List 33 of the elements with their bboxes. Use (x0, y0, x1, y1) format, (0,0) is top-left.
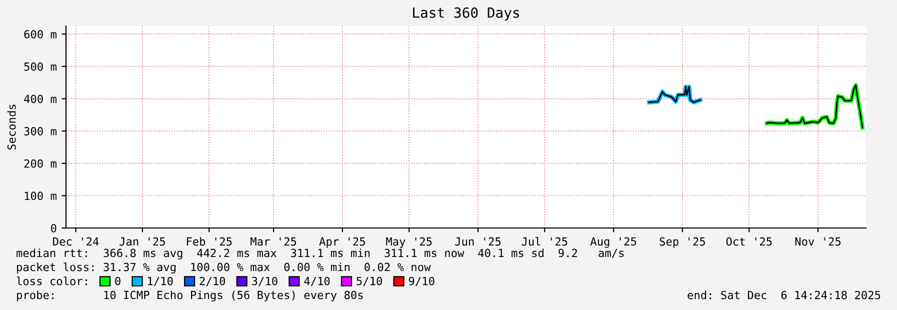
legend-label: 0 (115, 276, 120, 286)
y-tick-label: 300 m (24, 127, 56, 136)
y-tick-label: 600 m (24, 30, 56, 38)
x-tick-label: Oct '25 (726, 237, 772, 246)
x-tick-label: Dec '24 (53, 237, 99, 246)
y-tick-label: 0 (51, 224, 56, 232)
legend-label: 3/10 (252, 276, 278, 286)
y-tick-label: 100 m (24, 192, 56, 200)
x-tick-label: May '25 (386, 237, 432, 248)
x-tick-label: Mar '25 (250, 237, 296, 246)
legend-label: 9/10 (408, 276, 434, 286)
x-tick-label: Feb '25 (186, 237, 232, 246)
legend-title: loss color: (16, 276, 87, 286)
x-tick-label: Nov '25 (795, 237, 841, 246)
legend-label: 1/10 (148, 276, 173, 286)
text: end: Sat Dec 6 14:24:18 2025 (688, 290, 880, 300)
x-tick-label: Jun '25 (455, 237, 501, 246)
y-tick-label: 400 m (24, 94, 56, 104)
x-tick-label: Sep '25 (660, 237, 705, 248)
x-tick-label: Aug '25 (590, 237, 636, 248)
y-tick-label: 200 m (24, 159, 56, 168)
text: packet loss: 31.37 % avg 100.00 % max 0.00 % min 0.02 % now (17, 262, 431, 274)
text: probe: 10 ICMP Echo Pings (56 Bytes) every 80s (17, 290, 363, 302)
legend-label: 4/10 (304, 276, 330, 286)
x-tick-label: Jan '25 (120, 237, 165, 246)
y-axis-title: Seconds (7, 104, 16, 150)
legend-label: 2/10 (200, 276, 226, 286)
x-tick-label: Apr '25 (319, 237, 365, 248)
text: median rtt: 366.8 ms avg 442.2 ms max 311.1 ms min 311.1 ms now 40.1 ms sd 9.2 am/s (16, 248, 624, 260)
x-tick-label: Jul '25 (522, 237, 568, 246)
chart-title: Last 360 Days (413, 7, 519, 21)
legend-label: 5/10 (356, 276, 382, 286)
y-tick-label: 500 m (24, 62, 56, 71)
